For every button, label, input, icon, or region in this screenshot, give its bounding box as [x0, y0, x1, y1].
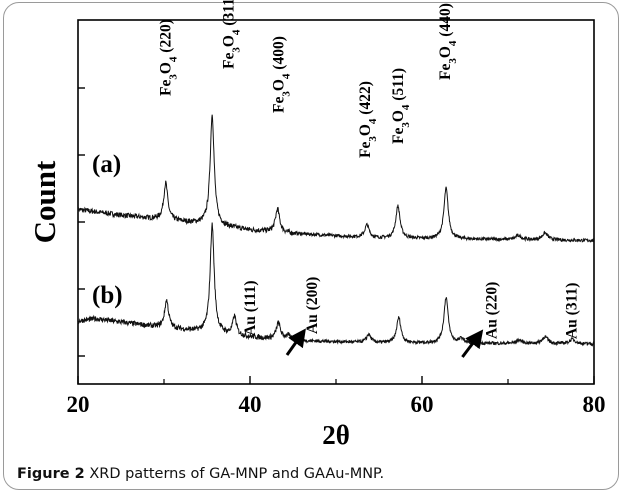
- figure-caption: Figure 2 XRD patterns of GA-MNP and GAAu…: [17, 466, 384, 482]
- arrow: [285, 328, 306, 356]
- caption-text: XRD patterns of GA-MNP and GAAu-MNP.: [89, 466, 385, 482]
- peak-label-fe3o4: Fe3O4 (400): [270, 36, 292, 113]
- peak-label-fe3o4: Fe3O4 (422): [357, 81, 379, 158]
- x-axis-label: 2θ: [322, 420, 350, 450]
- peak-label-fe3o4: Fe3O4 (311): [221, 0, 243, 69]
- plot-frame: [77, 19, 595, 385]
- y-axis-label: Count: [27, 160, 62, 243]
- peak-label-au: Au (111): [242, 280, 259, 336]
- peak-label-fe3o4: Fe3O4 (511): [390, 68, 412, 144]
- x-tick-label: 40: [239, 392, 262, 417]
- peak-label-fe3o4: Fe3O4 (440): [437, 3, 459, 80]
- series-line-b: [77, 222, 595, 347]
- series-label: (b): [92, 282, 123, 309]
- caption-label: Figure 2: [17, 466, 85, 482]
- series-label: (a): [92, 151, 121, 178]
- peak-label-fe3o4: Fe3O4 (220): [158, 19, 180, 96]
- peak-label-au: Au (311): [564, 283, 581, 339]
- x-tick-label: 20: [67, 392, 90, 417]
- x-tick-label: 60: [411, 392, 434, 417]
- series-line-a: [77, 114, 595, 243]
- x-tick-label: 80: [583, 392, 606, 417]
- peak-label-au: Au (200): [304, 277, 321, 334]
- arrow: [461, 329, 484, 358]
- peak-label-au: Au (220): [484, 282, 501, 339]
- figure-frame: [3, 2, 619, 490]
